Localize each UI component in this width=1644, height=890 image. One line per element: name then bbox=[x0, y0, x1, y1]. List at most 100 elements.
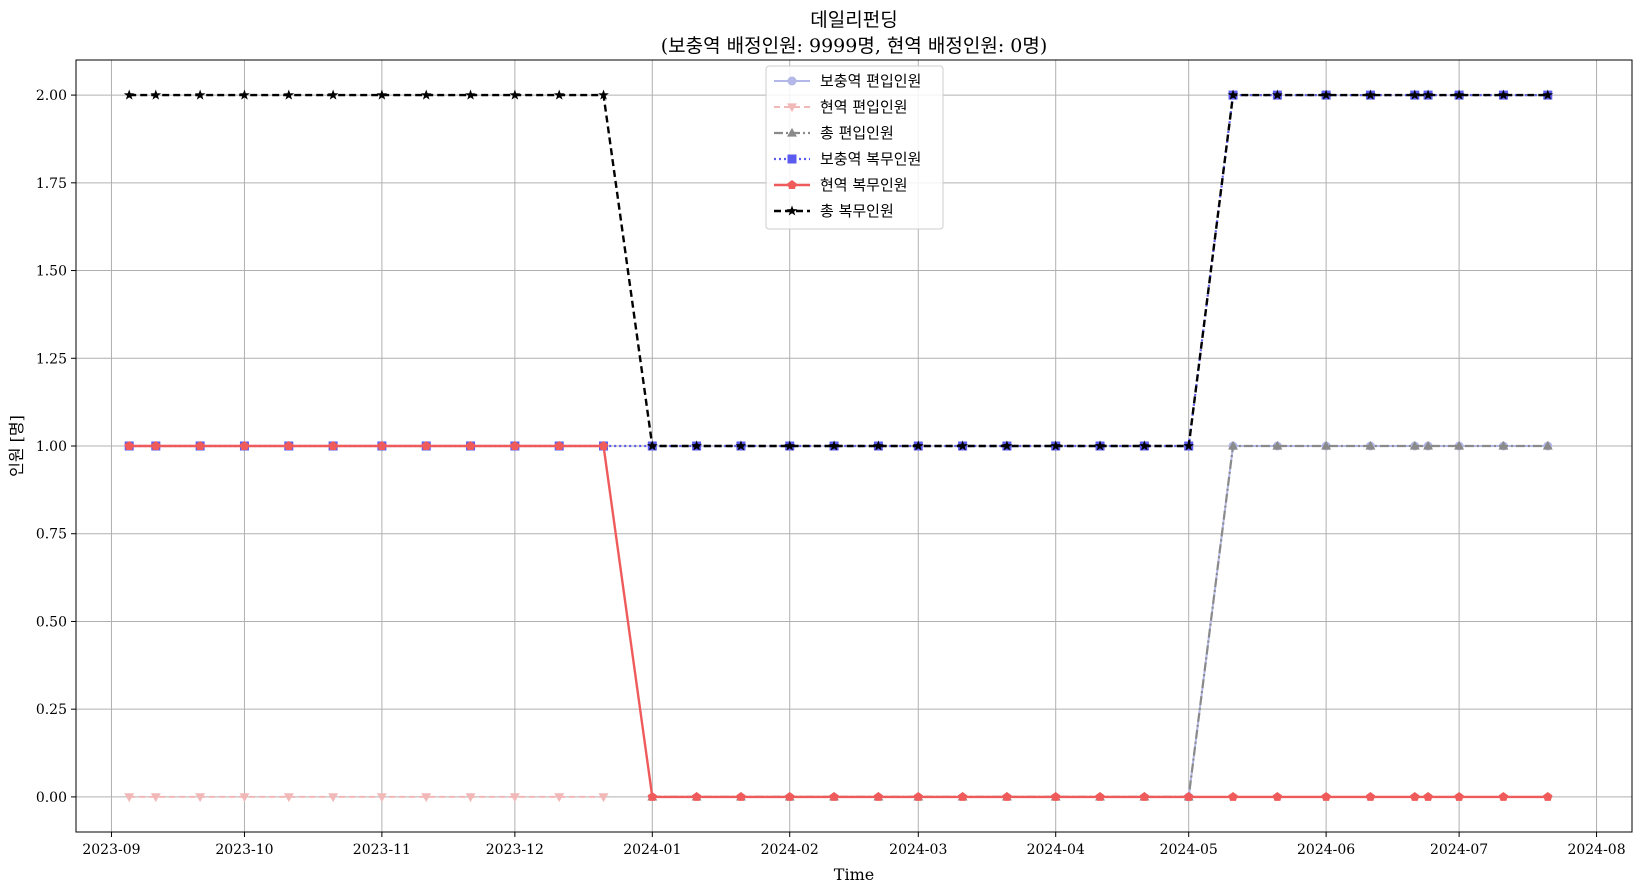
legend-marker bbox=[787, 103, 797, 113]
data-point bbox=[1001, 440, 1013, 451]
legend-item: 총 편입인원 bbox=[774, 124, 894, 142]
x-tick-label: 2023-10 bbox=[215, 842, 273, 858]
data-point bbox=[421, 441, 431, 450]
legend-item: 보충역 복무인원 bbox=[774, 150, 921, 168]
legend-box bbox=[765, 65, 944, 230]
data-point bbox=[553, 89, 565, 100]
x-tick-label: 2024-04 bbox=[1027, 842, 1085, 858]
y-tick-label: 1.75 bbox=[36, 176, 67, 192]
data-point bbox=[377, 441, 387, 450]
data-point bbox=[1272, 791, 1283, 801]
data-point bbox=[735, 440, 747, 451]
x-tick-label: 2024-03 bbox=[889, 842, 947, 858]
x-tick-label: 2023-12 bbox=[486, 842, 544, 858]
data-point bbox=[421, 793, 432, 803]
series-3 bbox=[647, 440, 1553, 801]
data-point bbox=[829, 791, 839, 801]
data-point bbox=[239, 793, 250, 803]
legend-marker bbox=[787, 180, 797, 189]
legend-label: 총 편입인원 bbox=[820, 124, 894, 142]
data-point bbox=[1543, 791, 1553, 801]
legend-marker bbox=[787, 154, 797, 164]
data-point bbox=[1272, 440, 1283, 450]
legend-marker bbox=[787, 76, 797, 86]
data-point bbox=[195, 793, 206, 803]
data-point bbox=[1365, 89, 1376, 100]
data-point bbox=[328, 441, 338, 450]
data-point bbox=[1409, 440, 1420, 450]
data-point bbox=[828, 440, 840, 451]
data-point bbox=[194, 89, 206, 100]
data-point bbox=[1183, 791, 1194, 801]
data-point bbox=[1454, 791, 1464, 801]
data-point bbox=[150, 793, 161, 803]
x-tick-label: 2024-05 bbox=[1160, 842, 1218, 858]
data-point bbox=[1423, 791, 1433, 801]
data-point bbox=[283, 89, 295, 100]
data-point bbox=[509, 793, 520, 803]
data-point bbox=[420, 89, 432, 100]
data-point bbox=[1228, 440, 1238, 450]
series-2 bbox=[124, 793, 609, 803]
data-point bbox=[598, 441, 609, 450]
data-point bbox=[509, 89, 521, 100]
series-line bbox=[129, 444, 1548, 799]
data-point bbox=[150, 89, 162, 100]
data-point bbox=[284, 441, 294, 450]
chart-subtitle: (보충역 배정인원: 9999명, 현역 배정인원: 0명) bbox=[661, 35, 1048, 57]
x-tick-label: 2024-01 bbox=[623, 842, 681, 858]
data-point bbox=[239, 89, 250, 100]
data-point bbox=[913, 791, 923, 801]
data-point bbox=[691, 440, 702, 451]
legend-label: 보충역 복무인원 bbox=[820, 150, 921, 168]
data-point bbox=[376, 793, 387, 803]
data-point bbox=[1542, 89, 1554, 100]
data-point bbox=[598, 793, 609, 803]
data-point bbox=[1365, 791, 1376, 801]
data-point bbox=[957, 791, 968, 801]
y-tick-label: 0.00 bbox=[36, 790, 67, 806]
data-point bbox=[1051, 791, 1061, 801]
data-point bbox=[1453, 89, 1465, 100]
x-axis-label: Time bbox=[834, 865, 874, 884]
y-tick-label: 1.50 bbox=[36, 264, 67, 280]
data-point bbox=[1183, 440, 1195, 451]
data-point bbox=[1498, 791, 1509, 801]
data-point bbox=[1094, 440, 1106, 451]
data-point bbox=[785, 791, 795, 801]
data-point bbox=[151, 441, 161, 450]
data-point bbox=[1228, 791, 1238, 801]
legend-label: 현역 복무인원 bbox=[820, 176, 908, 194]
data-point bbox=[598, 89, 609, 100]
data-point bbox=[1409, 89, 1421, 100]
data-point bbox=[465, 441, 476, 450]
data-point bbox=[1321, 791, 1331, 801]
legend-item: 현역 편입인원 bbox=[774, 98, 908, 116]
data-point bbox=[736, 791, 746, 801]
data-point bbox=[554, 793, 565, 803]
data-point bbox=[327, 89, 339, 100]
series-6 bbox=[123, 89, 1554, 451]
data-point bbox=[1139, 440, 1150, 451]
data-point bbox=[510, 441, 520, 450]
data-point bbox=[1321, 440, 1332, 450]
y-tick-label: 1.25 bbox=[36, 351, 67, 367]
data-point bbox=[647, 791, 657, 801]
y-tick-label: 1.00 bbox=[36, 439, 67, 455]
legend-marker bbox=[786, 205, 798, 216]
data-point bbox=[784, 440, 796, 451]
data-point bbox=[1050, 440, 1062, 451]
data-point bbox=[1454, 440, 1465, 450]
data-point bbox=[957, 440, 968, 451]
data-point bbox=[1365, 440, 1376, 450]
data-point bbox=[1002, 791, 1012, 801]
data-point bbox=[1320, 89, 1332, 100]
y-tick-label: 0.50 bbox=[36, 614, 67, 630]
data-point bbox=[1410, 791, 1420, 801]
data-point bbox=[1139, 791, 1150, 801]
data-point bbox=[195, 441, 205, 450]
data-point bbox=[554, 441, 564, 450]
x-tick-label: 2024-07 bbox=[1430, 842, 1488, 858]
